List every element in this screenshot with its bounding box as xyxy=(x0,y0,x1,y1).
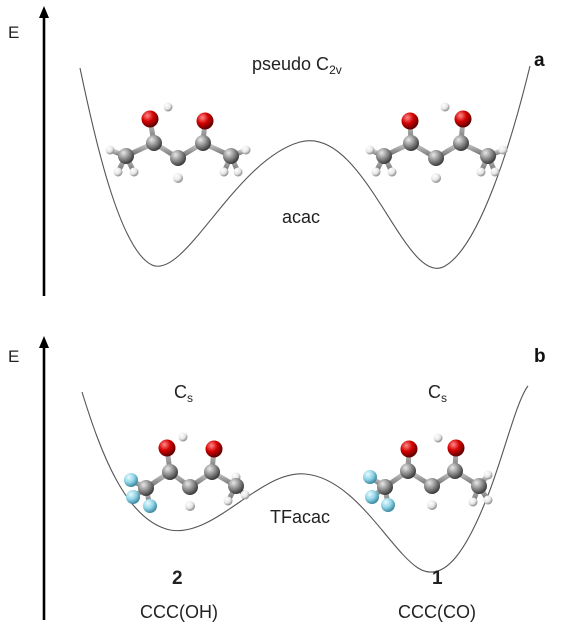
conformer-number-left: 2 xyxy=(172,568,183,589)
symmetry-label-b-right: Cs xyxy=(428,382,447,405)
panel-a: E a pseudo C2v acac xyxy=(8,6,545,296)
symmetry-sub-b-right: s xyxy=(441,391,447,405)
molecule-acac-right xyxy=(365,102,508,183)
molecule-label-a: acac xyxy=(282,207,320,227)
symmetry-sub-a: 2v xyxy=(329,63,342,77)
panel-letter-b: b xyxy=(534,346,546,367)
symmetry-label-b-left: Cs xyxy=(174,382,193,405)
symmetry-base-b-right: C xyxy=(428,382,441,402)
panel-b: E b Cs Cs TFacac xyxy=(8,336,546,622)
symmetry-base-b-left: C xyxy=(174,382,187,402)
energy-axis-b xyxy=(39,336,49,620)
symmetry-label-a: pseudo C2v xyxy=(252,54,342,77)
potential-curve-a xyxy=(79,65,531,269)
energy-label-b: E xyxy=(8,347,19,366)
conformer-number-right: 1 xyxy=(432,568,443,589)
molecule-tfacac-left xyxy=(124,432,250,513)
potential-curve-b xyxy=(81,385,529,573)
conformer-name-left: CCC(OH) xyxy=(140,602,218,622)
conformer-name-right: CCC(CO) xyxy=(398,602,476,622)
energy-axis-a xyxy=(39,6,49,296)
molecule-acac-left xyxy=(105,102,251,183)
energy-label-a: E xyxy=(8,23,19,42)
molecule-label-b: TFacac xyxy=(270,507,330,527)
symmetry-base-a: pseudo C xyxy=(252,54,329,74)
symmetry-sub-b-left: s xyxy=(187,391,193,405)
panel-letter-a: a xyxy=(534,50,545,71)
molecule-tfacac-right xyxy=(363,433,493,512)
